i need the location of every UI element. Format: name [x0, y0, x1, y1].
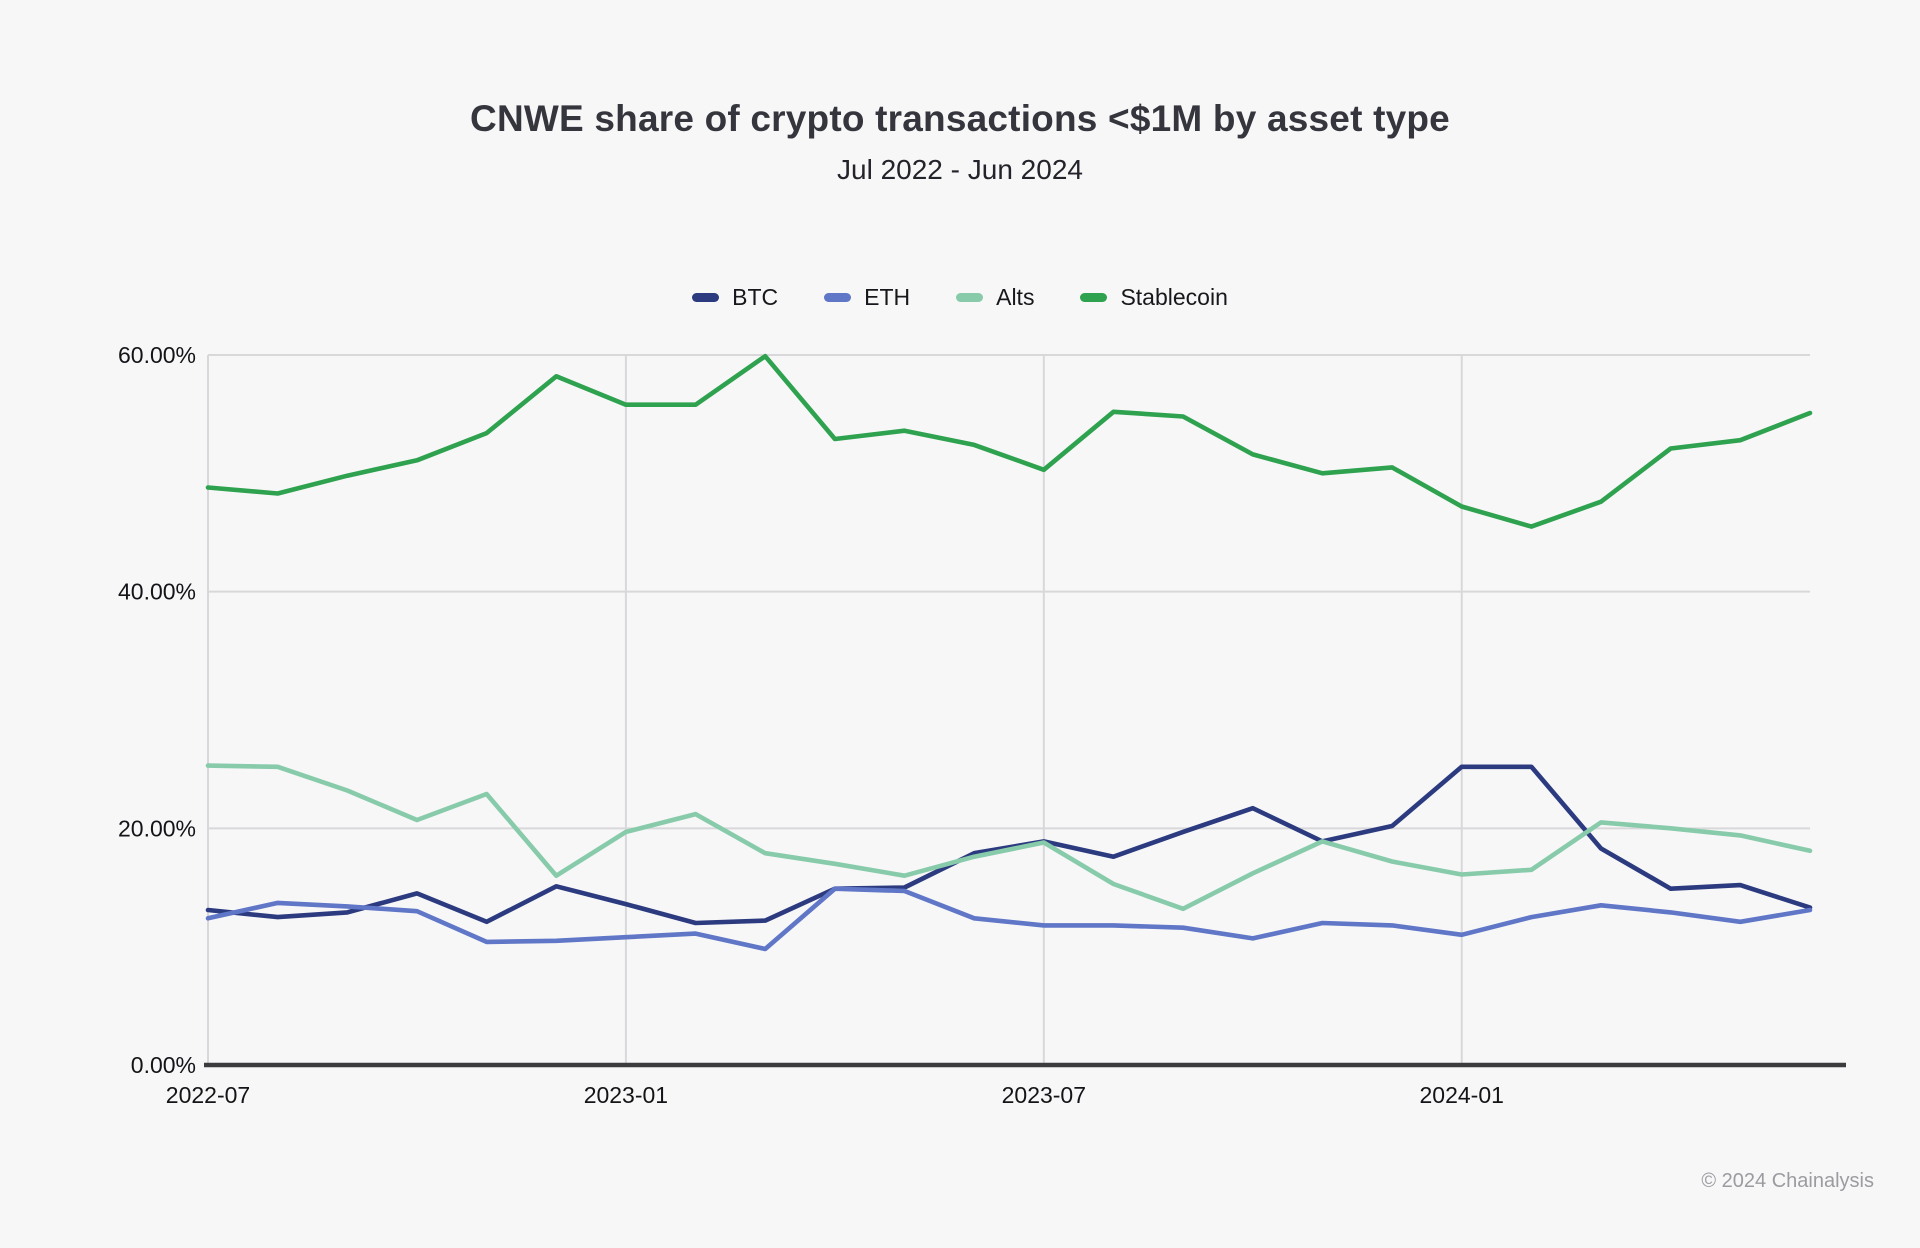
series-line-alts [205, 763, 1813, 912]
y-axis-tick-label: 0.00% [131, 1052, 196, 1078]
legend-item-btc[interactable]: BTC [692, 284, 778, 311]
legend-label-eth: ETH [864, 284, 911, 310]
stablecoin-series-swatch-icon [1080, 293, 1108, 302]
chart-title: CNWE share of crypto transactions <$1M b… [470, 98, 1450, 139]
y-axis-tick-label: 40.00% [118, 579, 196, 605]
chart-subtitle: Jul 2022 - Jun 2024 [837, 154, 1083, 185]
legend-item-alts[interactable]: Alts [956, 284, 1034, 311]
legend-label-btc: BTC [732, 284, 779, 310]
alts-series-swatch-icon [956, 293, 984, 302]
y-axis-tick-label: 60.00% [118, 342, 196, 368]
x-axis-tick-label: 2022-07 [166, 1082, 250, 1108]
btc-series-swatch-icon [692, 293, 720, 302]
x-axis-tick-label: 2024-01 [1420, 1082, 1504, 1108]
x-axis-tick-label: 2023-01 [584, 1082, 668, 1108]
legend-item-eth[interactable]: ETH [824, 284, 910, 311]
legend: BTC ETH Alts Stablecoin [0, 284, 1920, 311]
series-line-eth [205, 886, 1813, 952]
series-line-stablecoin [205, 353, 1813, 529]
legend-label-alts: Alts [996, 284, 1035, 310]
legend-item-stablecoin[interactable]: Stablecoin [1080, 284, 1228, 311]
eth-series-swatch-icon [824, 293, 852, 302]
legend-label-stablecoin: Stablecoin [1120, 284, 1228, 310]
copyright-text: © 2024 Chainalysis [1701, 1170, 1874, 1192]
x-axis-tick-label: 2023-07 [1002, 1082, 1086, 1108]
y-axis-tick-label: 20.00% [118, 815, 196, 841]
